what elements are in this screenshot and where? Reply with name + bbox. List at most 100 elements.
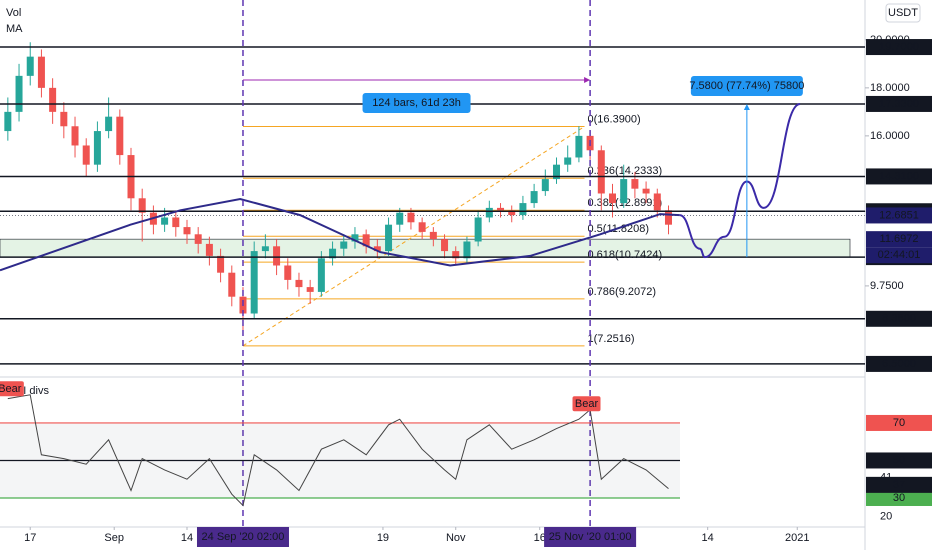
candle-body [474, 217, 482, 242]
marker-label: 24 Sep '20 02:00 [202, 531, 285, 543]
level-tag: 6.5000 [882, 358, 916, 370]
candle-body [429, 231, 437, 240]
candle-body [138, 198, 146, 213]
candle-body [306, 287, 314, 292]
x-tick-label: 16 [534, 532, 546, 544]
level-tag: 19.7000 [879, 41, 919, 53]
signal-box [0, 381, 24, 397]
candle-body [463, 241, 471, 259]
level-tag-box [866, 310, 932, 327]
candle-body [194, 234, 202, 244]
candle-body [631, 179, 639, 189]
signal-label: Bear [0, 383, 22, 395]
candle-body [519, 203, 527, 216]
price-range-box [690, 76, 803, 96]
level-tag-box [866, 39, 932, 56]
zone [0, 238, 851, 258]
rsi-tag-box [866, 452, 932, 469]
candle-body [37, 56, 45, 88]
last-price-tag-box [866, 207, 932, 224]
candle-body [250, 251, 258, 314]
fib-label: 0.382(12.8991) [588, 197, 663, 209]
candle-body [82, 145, 90, 165]
indicator-label: MA [6, 23, 23, 35]
candle-body [317, 258, 325, 292]
candle-body [217, 255, 225, 273]
marker-label: 25 Nov '20 01:00 [549, 531, 632, 543]
rsi-tag-box [866, 414, 932, 431]
candle-body [653, 193, 661, 211]
candle-body [49, 87, 57, 112]
marker-box [196, 527, 289, 547]
y-tick-label: 18.0000 [870, 82, 910, 94]
arrow-head [584, 77, 591, 83]
rsi-tick-label: 20 [880, 511, 892, 523]
rsi-tag: 30 [893, 492, 905, 504]
fib-trend [242, 126, 585, 347]
level-tag: 14.3100 [879, 170, 919, 182]
fib-label: 0(16.3900) [588, 113, 641, 125]
candle-body [183, 227, 191, 235]
candle-body [340, 241, 348, 249]
x-tick-label: Nov [446, 532, 466, 544]
price-tag-box [866, 231, 932, 248]
candle-body [385, 224, 393, 252]
signal-box [572, 396, 601, 412]
candle-body [105, 116, 113, 132]
x-tick-label: 17 [24, 532, 36, 544]
last-price-tag: 12.6851 [879, 209, 919, 221]
signal-label: Bear [575, 398, 599, 410]
candle-body [15, 75, 23, 112]
rsi-tag-box [866, 489, 932, 506]
fib-label: 1(7.2516) [588, 333, 635, 345]
candle-body [597, 150, 605, 194]
y-tick-label: 16.0000 [870, 130, 910, 142]
candle-body [485, 207, 493, 218]
candle-body [664, 210, 672, 225]
indicator-label: Vol [6, 7, 21, 19]
candle-body [261, 246, 269, 252]
countdown-box [866, 247, 932, 264]
candle-body [116, 116, 124, 156]
candle-body [553, 164, 561, 180]
candle-body [497, 207, 505, 211]
candle-body [93, 131, 101, 165]
candle-body [418, 222, 426, 232]
candle-body [441, 239, 449, 252]
candle-body [172, 217, 180, 228]
level-tag-box [866, 355, 932, 372]
candle-body [351, 234, 359, 242]
currency-box[interactable] [885, 3, 921, 23]
candle-body [362, 234, 370, 247]
candle-body [608, 193, 616, 204]
countdown: 02:44:01 [878, 249, 921, 261]
level-tag: 17.3300 [879, 98, 919, 110]
date-range-label: 124 bars, 61d 23h [372, 97, 461, 109]
candle-body [508, 210, 516, 216]
candle-body [373, 246, 381, 252]
candle-body [642, 188, 650, 194]
candle-body [284, 265, 292, 280]
x-tick-label: 14 [702, 532, 714, 544]
candle-body [295, 279, 303, 288]
x-tick-label: 19 [377, 532, 389, 544]
candle-body [329, 248, 337, 259]
rsi-tag: 70 [893, 417, 905, 429]
currency[interactable]: USDT [888, 7, 918, 19]
candle-body [530, 191, 538, 204]
fib-label: 0.618(10.7424) [588, 249, 663, 261]
rsi-value-tag: 37 [893, 479, 905, 491]
candle-body [205, 243, 213, 256]
level-tag-box [866, 168, 932, 185]
level-tag-box [866, 95, 932, 112]
fib-label: 0.236(14.2333) [588, 165, 663, 177]
rsi-line [7, 394, 669, 507]
candle-body [26, 56, 34, 76]
candle-body [60, 111, 68, 127]
candle-body [273, 246, 281, 266]
candle-body [541, 179, 549, 192]
candle-body [452, 251, 460, 259]
candle-body [564, 157, 572, 165]
x-tick-label: 14 [181, 532, 193, 544]
